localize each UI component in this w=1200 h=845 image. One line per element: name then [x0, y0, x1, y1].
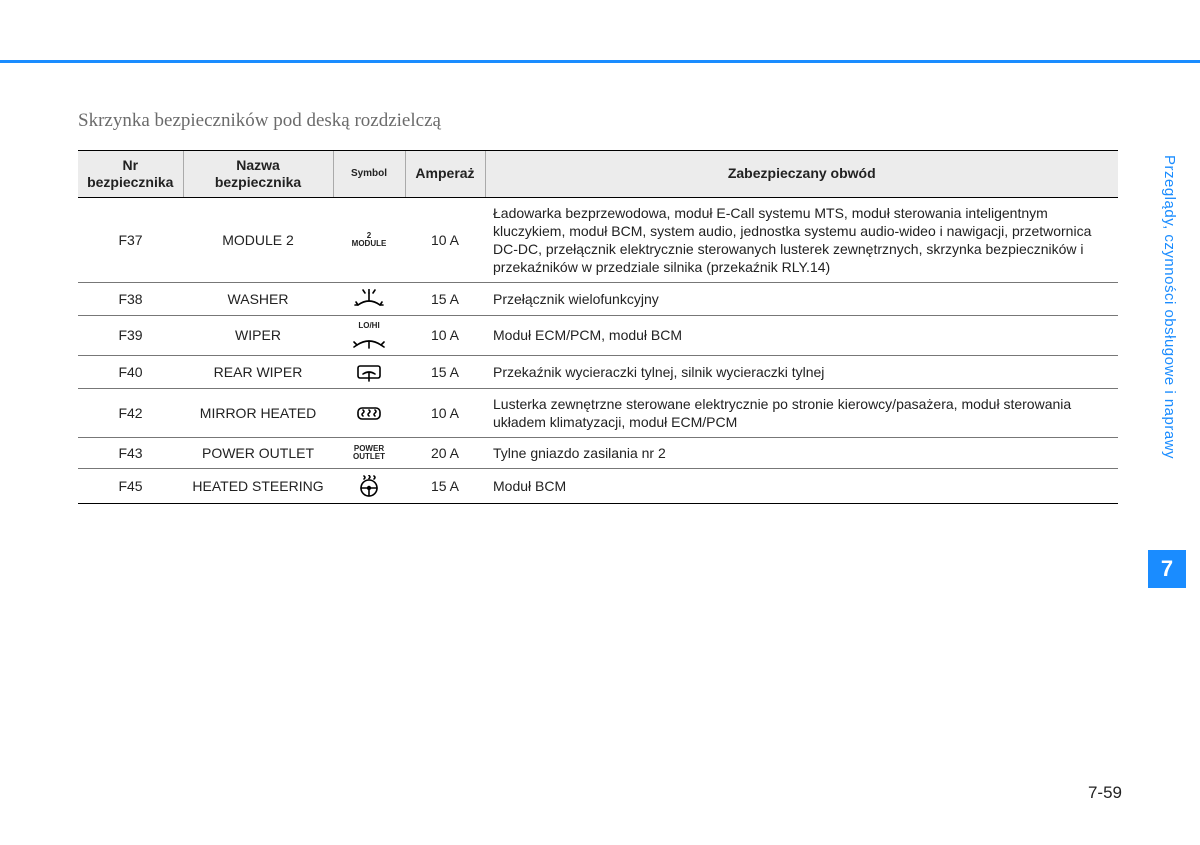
cell-nr: F39: [78, 316, 183, 355]
cell-amper: 15 A: [405, 355, 485, 388]
cell-symbol: [333, 388, 405, 437]
side-tab-text: Przeglądy, czynności obsługowe i naprawy: [1156, 155, 1178, 535]
cell-name: MIRROR HEATED: [183, 388, 333, 437]
cell-name: MODULE 2: [183, 197, 333, 283]
cell-desc: Przełącznik wielofunkcyjny: [485, 283, 1118, 316]
cell-symbol: [333, 283, 405, 316]
mirror-heated-icon: [352, 408, 386, 419]
cell-symbol: [333, 355, 405, 388]
cell-amper: 15 A: [405, 283, 485, 316]
col-header-amper: Amperaż: [405, 151, 485, 198]
section-title: Skrzynka bezpieczników pod deską rozdzie…: [78, 110, 1118, 132]
table-row: F43POWER OUTLET POWEROUTLET 20 ATylne gnia…: [78, 438, 1118, 469]
cell-name: POWER OUTLET: [183, 438, 333, 469]
cell-amper: 20 A: [405, 438, 485, 469]
table-row: F38WASHER 15 APrzełącznik wielofunkcyjny: [78, 283, 1118, 316]
cell-symbol: [333, 469, 405, 504]
side-tab: Przeglądy, czynności obsługowe i naprawy…: [1156, 155, 1178, 595]
page-number: 7-59: [1088, 783, 1122, 803]
cell-name: WASHER: [183, 283, 333, 316]
col-header-symbol: Symbol: [333, 151, 405, 198]
cell-amper: 15 A: [405, 469, 485, 504]
cell-amper: 10 A: [405, 316, 485, 355]
cell-nr: F42: [78, 388, 183, 437]
cell-name: WIPER: [183, 316, 333, 355]
fuse-table-head: Nrbezpiecznika Nazwabezpiecznika Symbol …: [78, 151, 1118, 198]
cell-desc: Lusterka zewnętrzne sterowane elektryczn…: [485, 388, 1118, 437]
cell-desc: Przekaźnik wycieraczki tylnej, silnik wy…: [485, 355, 1118, 388]
fuse-table: Nrbezpiecznika Nazwabezpiecznika Symbol …: [78, 150, 1118, 504]
washer-icon: [352, 294, 386, 305]
cell-name: REAR WIPER: [183, 355, 333, 388]
table-row: F45HEATED STEERING 15 AModuł BCM: [78, 469, 1118, 504]
cell-desc: Ładowarka bezprzewodowa, moduł E-Call sy…: [485, 197, 1118, 283]
rear-wiper-icon: [353, 366, 385, 377]
cell-nr: F38: [78, 283, 183, 316]
page: Skrzynka bezpieczników pod deską rozdzie…: [0, 0, 1200, 845]
symbol-text: LO/HI: [341, 322, 397, 330]
table-row: F37MODULE 2 2MODULE 10 AŁadowarka bezprzew…: [78, 197, 1118, 283]
table-row: F40REAR WIPER 15 APrzekaźnik wycieraczki…: [78, 355, 1118, 388]
table-row: F42MIRROR HEATED 10 ALusterka zewnętrzne…: [78, 388, 1118, 437]
cell-name: HEATED STEERING: [183, 469, 333, 504]
symbol-text: 2MODULE: [341, 232, 397, 249]
top-accent-rule: [0, 60, 1200, 63]
symbol-text: POWEROUTLET: [341, 445, 397, 462]
content-area: Skrzynka bezpieczników pod deską rozdzie…: [78, 110, 1118, 504]
col-header-nr: Nrbezpiecznika: [78, 151, 183, 198]
table-row: F39WIPER LO/HI 10 AModuł ECM/PCM, moduł B…: [78, 316, 1118, 355]
fuse-table-body: F37MODULE 22MODULE10 AŁadowarka bezprzew…: [78, 197, 1118, 504]
col-header-name: Nazwabezpiecznika: [183, 151, 333, 198]
cell-desc: Moduł BCM: [485, 469, 1118, 504]
cell-nr: F40: [78, 355, 183, 388]
cell-nr: F45: [78, 469, 183, 504]
side-tab-chapter: 7: [1148, 550, 1186, 588]
cell-amper: 10 A: [405, 388, 485, 437]
col-header-desc: Zabezpieczany obwód: [485, 151, 1118, 198]
wiper-icon: [352, 334, 386, 345]
cell-symbol: POWEROUTLET: [333, 438, 405, 469]
cell-symbol: 2MODULE: [333, 197, 405, 283]
cell-symbol: LO/HI: [333, 316, 405, 355]
cell-desc: Tylne gniazdo zasilania nr 2: [485, 438, 1118, 469]
cell-amper: 10 A: [405, 197, 485, 283]
heated-steering-icon: [356, 481, 382, 492]
cell-desc: Moduł ECM/PCM, moduł BCM: [485, 316, 1118, 355]
cell-nr: F43: [78, 438, 183, 469]
cell-nr: F37: [78, 197, 183, 283]
